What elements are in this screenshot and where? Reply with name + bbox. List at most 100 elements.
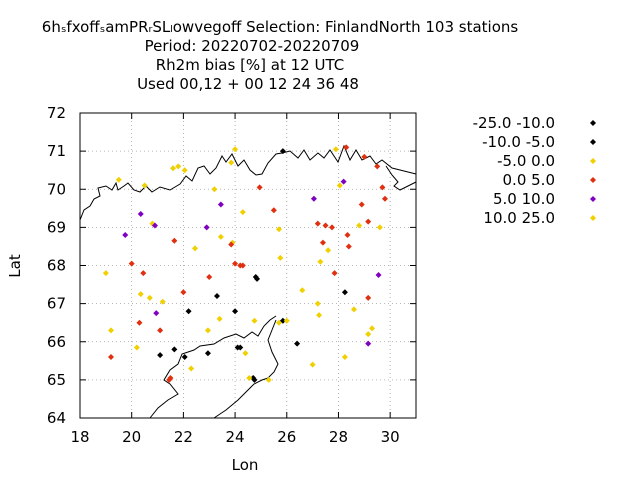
station-point-series-2-22 (204, 327, 211, 334)
station-point-series-4-5 (340, 178, 347, 185)
station-point-series-3-24 (136, 319, 143, 326)
station-point-series-3-15 (331, 270, 338, 277)
station-point-series-1-10 (171, 346, 178, 353)
station-point-series-4-6 (310, 195, 317, 202)
station-point-series-2-5 (232, 146, 239, 153)
legend-label-3: 0.0 5.0 (503, 171, 555, 189)
station-point-series-2-36 (242, 350, 249, 357)
station-point-series-2-2 (181, 167, 188, 174)
station-point-series-3-11 (345, 243, 352, 250)
station-point-series-2-27 (299, 287, 306, 294)
legend-label-0: -25.0 -10.0 (473, 114, 555, 132)
station-point-series-2-15 (192, 245, 199, 252)
x-tick-label: 26 (277, 428, 296, 446)
station-point-series-3-16 (228, 241, 235, 248)
station-point-series-2-20 (146, 294, 153, 301)
station-point-series-4-7 (375, 272, 382, 279)
station-point-series-3-28 (108, 354, 115, 360)
station-point-series-2-9 (276, 226, 283, 233)
data-marks (102, 144, 388, 383)
station-point-series-3-9 (329, 224, 335, 231)
legend-marker-0 (590, 120, 596, 126)
station-point-series-2-23 (216, 315, 223, 322)
station-point-series-2-6 (332, 146, 339, 153)
station-point-series-3-20 (206, 273, 213, 280)
station-point-series-3-12 (365, 218, 372, 225)
station-point-series-2-8 (239, 209, 246, 216)
legend: -25.0 -10.0-10.0 -5.0-5.0 0.00.0 5.05.0 … (473, 114, 596, 227)
station-point-series-2-40 (341, 354, 348, 360)
station-point-series-2-42 (170, 165, 177, 172)
legend-label-2: -5.0 0.0 (497, 152, 555, 170)
legend-marker-4 (590, 196, 596, 202)
y-axis-label: Lat (6, 254, 24, 278)
station-point-series-4-0 (137, 211, 144, 218)
station-point-series-3-8 (322, 222, 329, 229)
y-tick-label: 68 (47, 257, 66, 275)
station-point-series-2-26 (283, 317, 290, 324)
station-point-series-4-4 (203, 224, 210, 231)
station-point-series-1-1 (185, 308, 192, 315)
y-tick-label: 71 (47, 142, 66, 160)
station-point-series-2-12 (325, 247, 332, 254)
station-point-series-2-21 (159, 298, 166, 305)
station-point-series-2-4 (228, 159, 235, 166)
axes: 18 20 22 24 26 28 30 64 65 66 67 68 69 70 71 72 (47, 104, 416, 446)
station-point-series-4-2 (151, 222, 158, 229)
legend-marker-2 (590, 158, 596, 164)
y-tick-label: 65 (47, 371, 66, 389)
station-point-series-3-14 (319, 239, 326, 246)
station-point-series-2-28 (314, 300, 321, 307)
station-point-series-1-14 (237, 344, 244, 351)
title-line-3: Rh2m bias [%] at 12 UTC (156, 56, 344, 74)
station-point-series-3-4 (379, 184, 386, 191)
station-point-series-1-9 (157, 352, 164, 359)
station-point-series-3-2 (361, 153, 368, 160)
station-point-series-1-0 (279, 148, 286, 155)
station-point-series-2-38 (265, 376, 272, 383)
station-point-series-3-23 (140, 270, 147, 277)
y-tick-label: 72 (47, 104, 66, 122)
legend-label-5: 10.0 25.0 (483, 209, 555, 227)
station-point-series-2-3 (211, 186, 218, 193)
station-point-series-1-3 (232, 308, 239, 315)
station-point-series-1-11 (181, 354, 188, 360)
legend-label-4: 5.0 10.0 (493, 190, 555, 208)
legend-marker-1 (590, 139, 596, 145)
station-point-series-2-24 (251, 317, 258, 324)
station-point-series-3-17 (232, 260, 239, 267)
station-point-series-3-6 (358, 201, 365, 208)
station-point-series-2-7 (336, 182, 343, 189)
y-tick-label: 66 (47, 333, 66, 351)
title-line-1: 6hₛfxoffₛamPRᵣSLₗowvegoff Selection: Fin… (42, 18, 519, 36)
station-point-series-3-3 (374, 163, 381, 170)
x-tick-label: 20 (122, 428, 141, 446)
station-point-series-2-31 (365, 331, 372, 338)
legend-marker-5 (590, 215, 596, 221)
chart-title: 6hₛfxoffₛamPRᵣSLₗowvegoff Selection: Fin… (42, 18, 519, 93)
station-point-series-4-3 (217, 201, 224, 208)
station-point-series-2-33 (108, 327, 115, 334)
station-point-series-2-30 (350, 306, 357, 313)
y-tick-label: 69 (47, 218, 66, 236)
station-point-series-3-27 (365, 294, 372, 301)
station-point-series-2-10 (277, 254, 284, 261)
station-point-series-1-7 (294, 340, 301, 347)
station-point-series-3-21 (171, 237, 178, 244)
station-point-series-1-12 (204, 350, 211, 357)
station-point-series-3-19 (239, 262, 246, 269)
station-point-series-2-37 (246, 374, 253, 381)
station-point-series-2-0 (115, 176, 122, 183)
station-point-series-2-41 (376, 224, 383, 231)
x-tick-label: 28 (329, 428, 348, 446)
y-tick-label: 64 (47, 409, 66, 427)
station-point-series-2-19 (137, 291, 144, 298)
y-tick-label: 67 (47, 295, 66, 313)
station-point-series-3-25 (157, 327, 164, 334)
station-point-series-3-26 (180, 289, 187, 296)
legend-marker-3 (590, 177, 596, 183)
station-point-series-2-39 (309, 361, 316, 368)
station-point-series-2-29 (316, 312, 323, 319)
station-point-series-3-5 (381, 195, 388, 202)
station-point-series-3-7 (314, 220, 321, 227)
